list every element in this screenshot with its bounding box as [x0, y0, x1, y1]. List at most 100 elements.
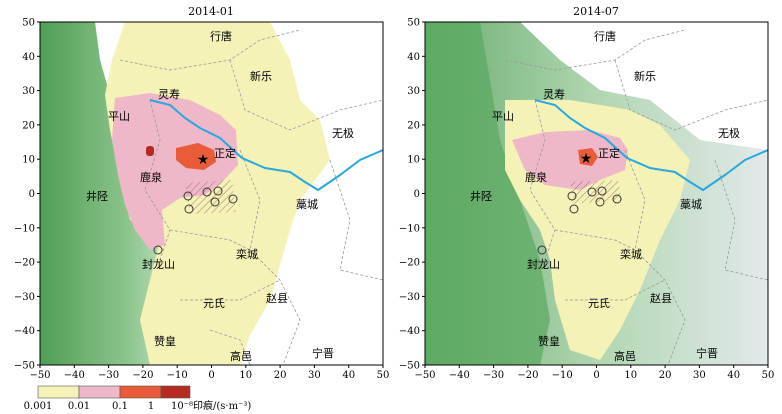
- x-tick-label: −50: [414, 370, 435, 381]
- y-tick-label: −20: [14, 258, 35, 269]
- place-label-xingtang-right: 行唐: [594, 29, 616, 43]
- place-label-wuji-left: 无极: [332, 126, 354, 140]
- x-tick-label: −20: [132, 370, 153, 381]
- x-axis-left: −50 −40 −30 −20 −10 0 10 20 30 40 50: [29, 365, 389, 381]
- x-tick-label: −10: [552, 370, 573, 381]
- place-label-gaocheng-left: 藁城: [296, 198, 318, 211]
- place-label-zanhuang-left: 赞皇: [154, 334, 176, 348]
- x-tick-label: 0: [208, 370, 214, 381]
- place-label-yuanshi-left: 元氏: [203, 297, 225, 310]
- river-right: [534, 99, 768, 192]
- place-label-fenglongshan-left: 封龙山: [142, 257, 175, 271]
- legend-swatch-3: [119, 385, 162, 399]
- legend-label-1: 1: [148, 401, 154, 412]
- place-label-luquan-right: 鹿泉: [525, 170, 547, 184]
- colorbar-legend: 0.001 0.01 0.1 1 10⁻⁸印痕/(s·m⁻³): [24, 385, 251, 412]
- legend-swatch-1: [37, 385, 80, 399]
- y-tick-label: −30: [399, 292, 420, 303]
- place-label-fenglongshan-right: 封龙山: [527, 257, 560, 271]
- y-tick-label: −30: [14, 292, 35, 303]
- place-label-zhaoxian-right: 赵县: [650, 291, 672, 305]
- y-tick-label: 40: [407, 52, 420, 63]
- y-tick-label: 30: [22, 86, 35, 97]
- y-tick-label: −40: [399, 326, 420, 337]
- place-label-zhengding-left: 正定: [214, 146, 236, 160]
- x-tick-label: 0: [593, 370, 599, 381]
- y-axis-left: 50 40 30 20 10 0 −10 −20 −30 −40 −50: [14, 18, 40, 372]
- legend-swatch-2: [78, 385, 121, 399]
- y-tick-label: −50: [14, 361, 35, 372]
- x-tick-label: 50: [377, 370, 390, 381]
- x-tick-label: 10: [624, 370, 637, 381]
- footprint-mid-area-right: [512, 130, 628, 190]
- y-tick-label: −20: [399, 258, 420, 269]
- legend-unit-label: 10⁻⁸印痕/(s·m⁻³): [171, 399, 251, 412]
- y-tick-label: 20: [22, 120, 35, 131]
- y-tick-label: 0: [414, 189, 420, 200]
- y-tick-label: −10: [399, 223, 420, 234]
- x-tick-label: −30: [98, 370, 119, 381]
- place-label-zhengding-right: 正定: [598, 146, 620, 160]
- river-left: [149, 99, 383, 192]
- place-label-wuji-right: 无极: [718, 126, 740, 140]
- x-tick-label: 20: [659, 370, 672, 381]
- x-tick-label: 40: [727, 370, 740, 381]
- y-tick-label: −40: [14, 326, 35, 337]
- x-tick-label: −30: [483, 370, 504, 381]
- y-tick-label: 40: [22, 52, 35, 63]
- y-tick-label: 10: [22, 155, 35, 166]
- footprint-high-area-right: [578, 148, 598, 166]
- y-tick-label: 50: [22, 18, 35, 29]
- place-label-luancheng-right: 栾城: [620, 247, 642, 261]
- x-tick-label: −10: [167, 370, 188, 381]
- x-tick-label: 30: [308, 370, 321, 381]
- x-tick-label: −20: [517, 370, 538, 381]
- map-panel-right: 2014-07: [399, 5, 774, 381]
- place-label-zanhuang-right: 赞皇: [538, 334, 560, 348]
- x-tick-label: 50: [762, 370, 775, 381]
- y-tick-label: −10: [14, 223, 35, 234]
- terrain-area-left: [40, 22, 185, 365]
- place-label-jingxing-right: 井陉: [470, 189, 492, 203]
- place-label-lingshou-right: 灵寿: [543, 87, 565, 101]
- place-label-xinle-right: 新乐: [634, 69, 656, 83]
- place-label-ningjin-right: 宁晋: [696, 346, 718, 360]
- place-label-ningjin-left: 宁晋: [312, 346, 334, 360]
- x-tick-label: −50: [29, 370, 50, 381]
- y-tick-label: 50: [407, 18, 420, 29]
- x-tick-label: 10: [239, 370, 252, 381]
- y-tick-label: 10: [407, 155, 420, 166]
- tower-star-icon-right: ★: [580, 151, 593, 167]
- place-label-pingshan-left: 平山: [108, 110, 130, 123]
- legend-label-01: 0.1: [112, 401, 128, 412]
- place-label-jingxing-left: 井陉: [86, 189, 108, 203]
- place-label-gaocheng-right: 藁城: [680, 198, 702, 211]
- y-tick-label: 0: [29, 189, 35, 200]
- place-label-yuanshi-right: 元氏: [588, 297, 610, 310]
- y-tick-label: 30: [407, 86, 420, 97]
- panel-title-right: 2014-07: [573, 5, 619, 18]
- place-label-xinle-left: 新乐: [250, 69, 272, 83]
- place-label-luancheng-left: 栾城: [236, 247, 258, 261]
- x-tick-label: 20: [274, 370, 287, 381]
- place-label-gaoyi-left: 高邑: [230, 349, 252, 363]
- county-borders-left: [119, 29, 383, 365]
- x-axis-right: −50 −40 −30 −20 −10 0 10 20 30 40 50: [414, 365, 774, 381]
- x-tick-label: −40: [64, 370, 85, 381]
- place-label-pingshan-right: 平山: [492, 110, 514, 123]
- place-label-gaoyi-right: 高邑: [614, 349, 636, 363]
- place-label-xingtang-left: 行唐: [210, 29, 232, 43]
- x-tick-label: 30: [693, 370, 706, 381]
- place-label-luquan-left: 鹿泉: [140, 170, 162, 184]
- panel-title-left: 2014-01: [188, 5, 234, 18]
- place-label-lingshou-left: 灵寿: [158, 87, 180, 101]
- y-tick-label: −50: [399, 361, 420, 372]
- county-borders-right: [504, 29, 768, 365]
- map-panel-left: 2014-01: [14, 5, 389, 381]
- footprint-high-area-left: [176, 143, 216, 170]
- hatched-area-left: [185, 180, 236, 214]
- y-tick-label: 20: [407, 120, 420, 131]
- place-label-zhaoxian-left: 赵县: [266, 291, 288, 305]
- y-axis-right: 50 40 30 20 10 0 −10 −20 −30 −40 −50: [399, 18, 425, 372]
